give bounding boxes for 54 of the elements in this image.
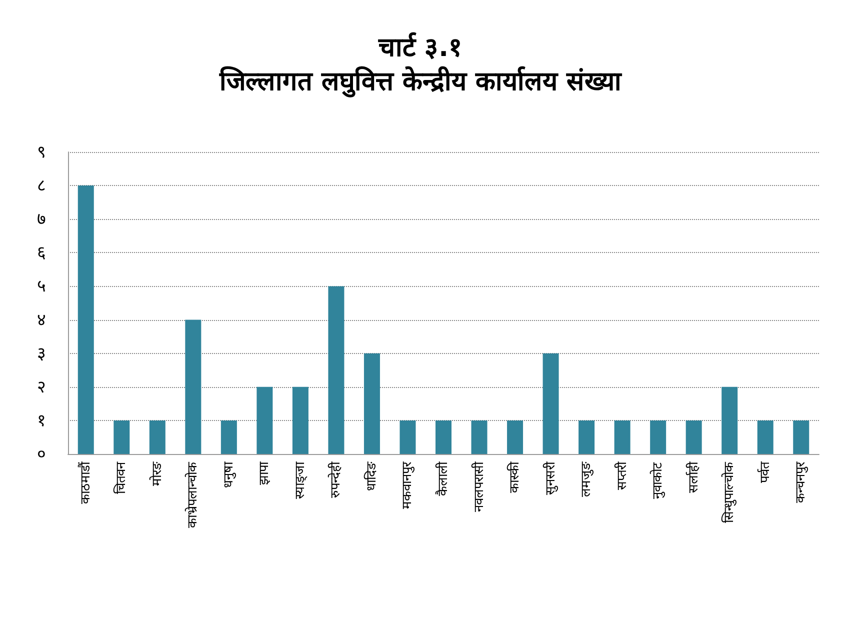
x-tick-label: धनुषा [221, 461, 236, 488]
bar [614, 420, 630, 454]
bar [114, 420, 130, 454]
x-tick-label: सर्लाही [685, 461, 702, 493]
bar [292, 386, 308, 454]
y-tick-label: ८ [37, 176, 46, 196]
x-tick-label: नुवाकोट [650, 462, 666, 499]
bar [400, 420, 416, 454]
y-tick-label: २ [37, 377, 46, 396]
bar [220, 420, 237, 454]
y-tick-label: ० [37, 444, 46, 464]
bar [578, 420, 595, 454]
bar [542, 353, 559, 454]
x-tick-label: चितवन [113, 461, 130, 494]
bar [507, 420, 524, 454]
x-tick-label: मोरङ [148, 461, 165, 486]
y-tick-label: ७ [37, 210, 46, 229]
x-tick-label: कास्की [506, 461, 523, 493]
x-tick-label: नवलपरासी [470, 461, 487, 512]
x-tick-label: काठमाडौं [77, 461, 94, 504]
bar [328, 286, 344, 454]
y-tick-label: ५ [37, 276, 46, 296]
y-tick-label: ६ [37, 243, 46, 262]
x-tick-label: सिन्धुपाल्चोक [721, 461, 738, 523]
bar [757, 420, 774, 454]
x-tick-label: कन्चनपुर [794, 461, 809, 503]
bar [436, 420, 452, 454]
y-tick-label: १ [37, 410, 46, 430]
x-tick-label: सुनसरी [542, 461, 558, 495]
chart-subtitle: जिल्लागत लघुवित्त केन्द्रीय कार्यालय संख्या [218, 66, 623, 98]
bar [793, 420, 810, 454]
x-tick-label: रुपन्देही [328, 461, 344, 498]
chart-title: चार्ट ३.१ [378, 32, 462, 63]
bar [78, 186, 94, 454]
y-tick-label: ३ [37, 344, 46, 363]
x-tick-label: कैलाली [435, 461, 451, 496]
x-tick-label: लमजुङ [579, 461, 594, 497]
bar [149, 420, 166, 454]
bar [471, 420, 488, 454]
bar [185, 320, 202, 454]
x-tick-label: सप्तरी [614, 461, 630, 490]
bar [650, 420, 666, 454]
x-tick-label: झापा [257, 461, 272, 485]
bar [364, 353, 380, 454]
x-tick-label: पर्वत [756, 461, 773, 483]
y-tick-label: ९ [37, 142, 46, 162]
x-tick-label: मकवानपुर [400, 461, 416, 509]
bar [686, 420, 702, 454]
x-tick-label: काभ्रेपलान्चोक [184, 461, 201, 528]
y-tick-label: ४ [37, 310, 46, 330]
x-tick-label: धादिङ [363, 461, 380, 491]
bar [722, 386, 738, 454]
bar [256, 386, 273, 454]
x-tick-label: स्याङ्जा [292, 461, 308, 499]
